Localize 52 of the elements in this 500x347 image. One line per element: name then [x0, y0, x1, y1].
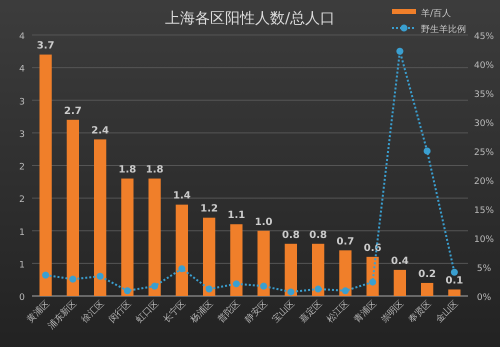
- x-tick-label: 虹口区: [134, 298, 161, 326]
- x-tick-label: 奉贤区: [406, 298, 434, 326]
- data-label: 0.7: [336, 236, 354, 248]
- data-label: 2.7: [64, 106, 82, 117]
- data-label: 0.4: [391, 256, 409, 267]
- x-tick-label: 宝山区: [270, 298, 297, 326]
- x-tick-label: 金山区: [434, 298, 460, 326]
- y-tick-label: 4: [19, 64, 26, 75]
- x-tick-label: 松江区: [324, 298, 352, 326]
- data-label: 0.8: [309, 230, 328, 241]
- y2-tick-label: 20%: [474, 177, 494, 187]
- x-tick-label: 杨浦区: [188, 298, 216, 326]
- y-tick-label: 1: [19, 260, 25, 270]
- x-tick-label: 徐汇区: [79, 298, 106, 326]
- y2-tick-label: 15%: [474, 206, 494, 216]
- data-label: 1.8: [118, 164, 136, 176]
- y-tick-label: 1: [19, 228, 25, 238]
- y-tick-label: 0: [19, 293, 26, 303]
- data-label: 1.2: [200, 204, 218, 215]
- y2-tick-label: 40%: [474, 61, 494, 71]
- x-tick-label: 普陀区: [216, 298, 242, 326]
- x-tick-label: 长宁区: [161, 298, 188, 326]
- data-label: 1.0: [254, 216, 273, 228]
- x-tick-label: 嘉定区: [297, 298, 324, 326]
- data-label: 1.1: [228, 210, 246, 222]
- data-label: 2.4: [91, 125, 110, 136]
- y-tick-label: 3: [19, 97, 25, 108]
- legend-label: 野生羊比例: [421, 24, 466, 35]
- y-tick-label: 4: [19, 32, 26, 42]
- y-tick-label: 2: [19, 162, 25, 172]
- data-label: 0.6: [364, 242, 382, 254]
- y2-tick-label: 45%: [474, 32, 494, 42]
- y-tick-label: 3: [19, 130, 25, 140]
- y2-tick-label: 5%: [476, 264, 492, 274]
- y2-tick-label: 25%: [474, 148, 494, 158]
- y2-tick-label: 10%: [474, 235, 494, 245]
- x-tick-label: 闵行区: [106, 298, 134, 326]
- data-label: 1.4: [173, 190, 191, 202]
- x-tick-label: 静安区: [242, 298, 270, 326]
- x-tick-label: 青浦区: [352, 298, 379, 326]
- data-label: 3.7: [36, 40, 55, 52]
- data-label: 0.8: [282, 230, 300, 241]
- data-label: 0.1: [446, 275, 464, 286]
- y-tick-label: 2: [19, 195, 25, 206]
- legend-label: 羊/百人: [421, 8, 452, 19]
- x-tick-label: 崇明区: [379, 298, 406, 326]
- data-label: 1.8: [146, 164, 164, 176]
- y2-tick-label: 30%: [474, 119, 494, 129]
- y2-tick-label: 0%: [476, 293, 492, 303]
- y2-tick-label: 35%: [474, 90, 494, 100]
- chart-title: 上海各区阳性人数/总人口: [164, 9, 336, 27]
- data-label: 0.2: [418, 268, 436, 280]
